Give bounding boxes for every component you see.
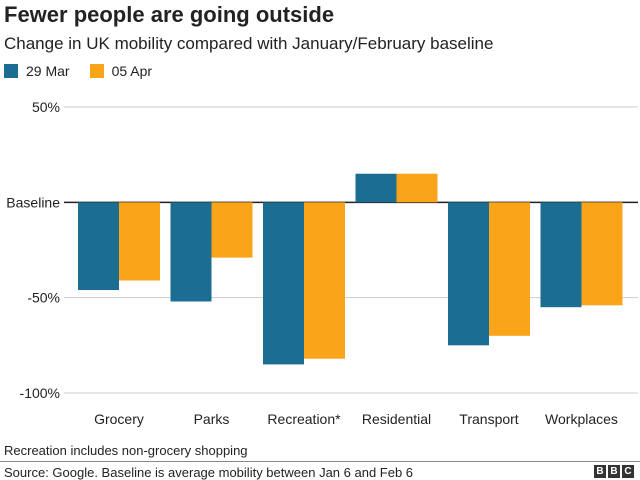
bar-transport-29-mar [448,202,489,346]
y-tick-label: -50% [27,290,60,306]
legend-item-29-mar: 29 Mar [4,63,70,79]
bbc-logo-letter: B [608,465,620,478]
bbc-logo-letter: B [594,465,606,478]
x-tick-label: Parks [194,411,230,427]
x-tick-label: Recreation* [267,411,341,427]
bbc-logo: B B C [592,465,634,478]
bbc-logo-letter: C [622,465,634,478]
bar-workplaces-05-apr [581,202,623,306]
x-tick-label: Grocery [94,411,144,427]
x-tick-label: Residential [362,411,431,427]
legend-label-05-apr: 05 Apr [111,63,153,79]
bar-transport-05-apr [489,202,530,336]
chart-subtitle: Change in UK mobility compared with Janu… [4,34,494,53]
bar-workplaces-29-mar [540,202,582,308]
chart-note: Recreation includes non-grocery shopping [4,443,248,458]
legend-swatch-29-mar [4,64,18,78]
bar-recreation-05-apr [304,202,345,359]
y-tick-label: -100% [20,385,60,401]
x-tick-label: Workplaces [545,411,618,427]
legend-swatch-05-apr [89,64,104,78]
source-text: Source: Google. Baseline is average mobi… [4,465,414,480]
legend-item-05-apr: 05 Apr [89,63,153,79]
legend: 29 Mar 05 Apr [4,63,172,79]
bar-recreation-29-mar [263,202,304,365]
footer-divider [0,461,640,462]
legend-label-29-mar: 29 Mar [26,63,70,79]
x-tick-label: Transport [459,411,519,427]
bar-chart: 50% Baseline -50% -100% Grocery Parks Recreati… [6,99,638,427]
bar-parks-29-mar [170,202,212,302]
chart-title: Fewer people are going outside [4,2,335,27]
bar-grocery-29-mar [78,202,119,291]
y-tick-label: 50% [32,99,60,115]
bar-residential-05-apr [396,173,438,203]
y-tick-label: Baseline [6,194,60,210]
bar-parks-05-apr [211,202,253,258]
bar-grocery-05-apr [119,202,160,281]
bar-residential-29-mar [355,173,397,203]
